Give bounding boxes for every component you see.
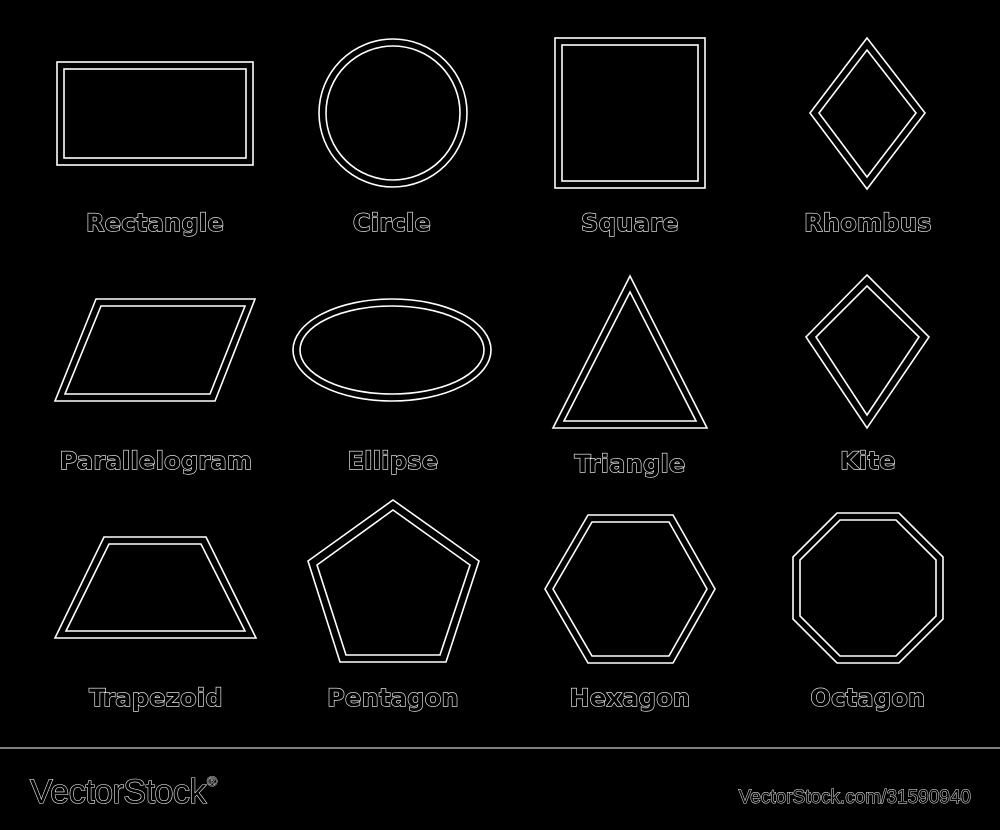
parallelogram-shape <box>53 298 257 402</box>
trapezoid-label: Trapezoid <box>89 684 223 712</box>
image-url-text: VectorStock.com/31590940 <box>739 787 971 808</box>
square-label: Square <box>581 209 679 237</box>
vectorstock-logo: VectorStock <box>30 773 207 811</box>
pentagon-shape <box>307 499 480 663</box>
circle-shape <box>318 38 468 188</box>
hexagon-label: Hexagon <box>570 684 691 712</box>
octagon-shape <box>792 512 944 664</box>
rectangle-shape <box>56 61 254 166</box>
circle-label: Circle <box>353 209 431 237</box>
triangle-label: Triangle <box>574 450 685 478</box>
pentagon-label: Pentagon <box>327 684 459 712</box>
kite-shape <box>804 273 931 430</box>
trapezoid-shape <box>53 536 258 639</box>
octagon-label: Octagon <box>810 684 925 712</box>
ellipse-label: Ellipse <box>348 447 439 475</box>
square-shape <box>554 37 706 189</box>
hexagon-shape <box>544 514 716 664</box>
rhombus-shape <box>808 36 927 191</box>
parallelogram-label: Parallelogram <box>60 447 253 475</box>
kite-label: Kite <box>840 447 896 475</box>
ellipse-shape <box>292 298 492 402</box>
triangle-shape <box>551 274 709 429</box>
registered-mark: ® <box>207 773 218 789</box>
rhombus-label: Rhombus <box>804 209 932 237</box>
rectangle-label: Rectangle <box>86 209 224 237</box>
